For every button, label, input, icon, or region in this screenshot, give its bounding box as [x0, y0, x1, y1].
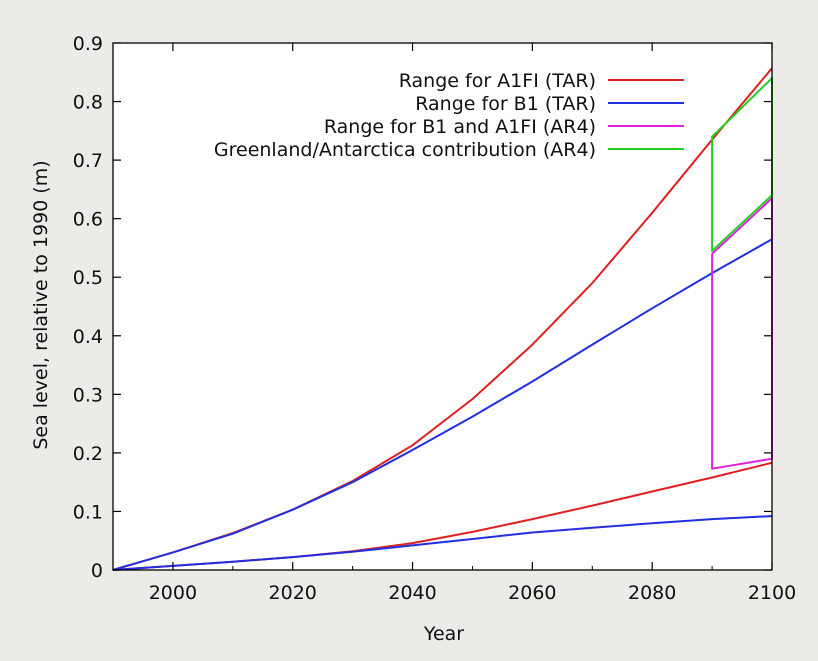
plot-frame [112, 42, 773, 571]
x-tick-label: 2100 [748, 582, 796, 604]
legend-label: Range for A1FI (TAR) [399, 70, 596, 92]
x-tick-label: 2080 [628, 582, 676, 604]
x-tick-label: 2000 [149, 582, 197, 604]
series-line-2 [112, 238, 773, 571]
y-axis-title: Sea level, relative to 1990 (m) [30, 160, 52, 449]
y-tick-label: 0.1 [73, 501, 103, 523]
legend: Range for A1FI (TAR)Range for B1 (TAR)Ra… [214, 70, 684, 161]
y-tick-label: 0.4 [73, 326, 103, 348]
y-tick-label: 0.8 [73, 92, 103, 114]
legend-label: Range for B1 (TAR) [415, 93, 596, 115]
y-tick-label: 0.5 [73, 267, 103, 289]
series-layer [112, 67, 773, 571]
y-tick-label: 0.3 [73, 384, 103, 406]
x-tick-label: 2060 [508, 582, 556, 604]
plot-area [113, 43, 772, 570]
plot-background [113, 43, 772, 570]
y-tick-label: 0 [91, 560, 103, 582]
series-line-3 [112, 515, 773, 571]
x-tick-label: 2020 [269, 582, 317, 604]
legend-label: Range for B1 and A1FI (AR4) [324, 116, 596, 138]
legend-label: Greenland/Antarctica contribution (AR4) [214, 139, 596, 161]
y-tick-label: 0.7 [73, 150, 103, 172]
y-tick-label: 0.6 [73, 209, 103, 231]
axes: 0 0.1 0.2 0.3 0.4 0.5 0.6 0.7 0.8 0.9 2000 2020 2040… [73, 33, 796, 604]
x-axis-title: Year [423, 623, 464, 645]
y-tick-label: 0.2 [73, 443, 103, 465]
y-tick-label: 0.9 [73, 33, 103, 55]
x-tick-label: 2040 [388, 582, 436, 604]
